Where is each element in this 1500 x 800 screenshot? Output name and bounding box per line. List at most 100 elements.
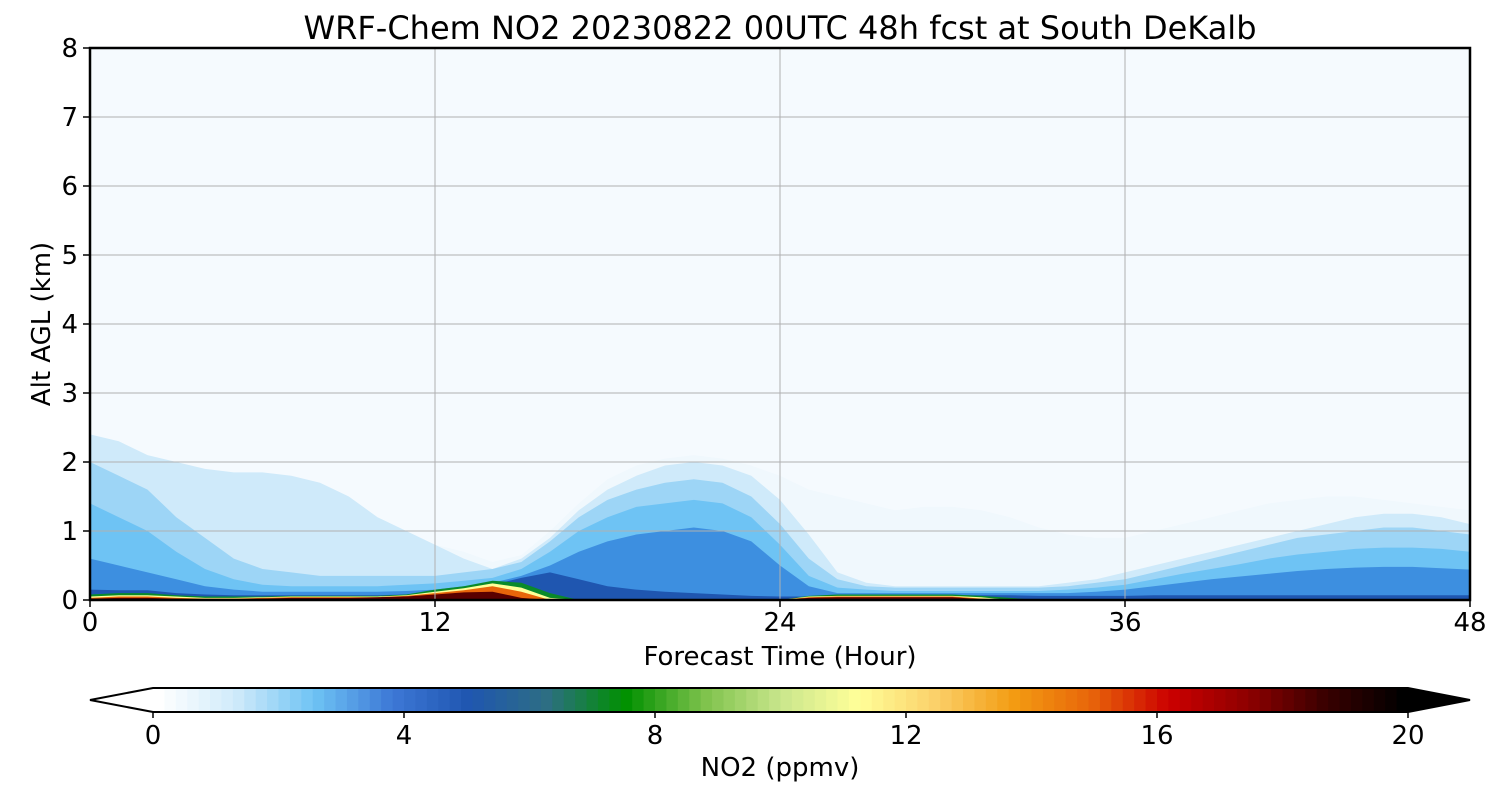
colorbar-segment <box>1396 688 1409 712</box>
colorbar-segment <box>426 688 439 712</box>
colorbar-segment <box>803 688 816 712</box>
colorbar-segment <box>860 688 873 712</box>
colorbar-segment <box>506 688 519 712</box>
colorbar-segment <box>757 688 770 712</box>
colorbar-segment <box>346 688 359 712</box>
colorbar-segment <box>255 688 268 712</box>
y-tick-label: 6 <box>61 172 78 202</box>
colorbar-segment <box>1191 688 1204 712</box>
colorbar-segment <box>175 688 188 712</box>
colorbar-segment <box>746 688 759 712</box>
colorbar-segment <box>381 688 394 712</box>
colorbar-segment <box>1362 688 1375 712</box>
colorbar-segment <box>928 688 941 712</box>
colorbar-segment <box>643 688 656 712</box>
colorbar-segment <box>438 688 451 712</box>
colorbar-segment <box>1305 688 1318 712</box>
colorbar-segment <box>369 688 382 712</box>
colorbar-tick-label: 12 <box>889 721 922 751</box>
x-tick-label: 12 <box>418 608 451 638</box>
colorbar-segment <box>1248 688 1261 712</box>
x-tick-label: 24 <box>763 608 796 638</box>
colorbar-segment <box>301 688 314 712</box>
colorbar-segment <box>1350 688 1363 712</box>
colorbar-segment <box>1214 688 1227 712</box>
y-tick-label: 4 <box>61 310 78 340</box>
colorbar-segment <box>472 688 485 712</box>
colorbar-tick-label: 4 <box>396 721 413 751</box>
colorbar-segment <box>461 688 474 712</box>
colorbar-segment <box>677 688 690 712</box>
y-tick-label: 5 <box>61 241 78 271</box>
colorbar-segment <box>495 688 508 712</box>
colorbar-segment <box>1122 688 1135 712</box>
colorbar-segment <box>985 688 998 712</box>
colorbar-segment <box>324 688 337 712</box>
colorbar-segment <box>997 688 1010 712</box>
colorbar-segment <box>620 688 633 712</box>
colorbar-segment <box>312 688 325 712</box>
y-axis: 0 1 2 3 4 5 6 7 8 <box>61 34 90 616</box>
colorbar-segment <box>917 688 930 712</box>
colorbar-segment <box>1145 688 1158 712</box>
colorbar-segment <box>1157 688 1170 712</box>
colorbar-segment <box>791 688 804 712</box>
colorbar-segment <box>1259 688 1272 712</box>
colorbar-segment <box>689 688 702 712</box>
colorbar-segment <box>289 688 302 712</box>
y-axis-label: Alt AGL (km) <box>27 242 57 406</box>
colorbar-segment <box>1008 688 1021 712</box>
colorbar-segment <box>1202 688 1215 712</box>
x-axis-label: Forecast Time (Hour) <box>643 642 916 672</box>
y-tick-label: 8 <box>61 34 78 64</box>
y-tick-label: 1 <box>61 517 78 547</box>
colorbar-segment <box>232 688 245 712</box>
colorbar-tick-label: 8 <box>647 721 664 751</box>
colorbar <box>89 687 1471 713</box>
colorbar-segment <box>894 688 907 712</box>
colorbar-segment <box>1339 688 1352 712</box>
colorbar-segment <box>848 688 861 712</box>
colorbar-segment <box>1179 688 1192 712</box>
colorbar-segment <box>358 688 371 712</box>
colorbar-segment <box>655 688 668 712</box>
colorbar-segment <box>906 688 919 712</box>
colorbar-segment <box>187 688 200 712</box>
colorbar-segment <box>609 688 622 712</box>
colorbar-segment <box>267 688 280 712</box>
colorbar-segment <box>586 688 599 712</box>
colorbar-segment <box>1282 688 1295 712</box>
colorbar-segment <box>540 688 553 712</box>
colorbar-segment <box>700 688 713 712</box>
colorbar-segment <box>769 688 782 712</box>
x-tick-label: 36 <box>1108 608 1141 638</box>
y-tick-label: 2 <box>61 448 78 478</box>
colorbar-segment <box>1225 688 1238 712</box>
colorbar-ticks: 0 4 8 12 16 20 <box>145 712 1425 751</box>
colorbar-segment <box>1077 688 1090 712</box>
colorbar-segment <box>883 688 896 712</box>
y-tick-label: 7 <box>61 103 78 133</box>
colorbar-segment <box>552 688 565 712</box>
colorbar-tick-label: 16 <box>1140 721 1173 751</box>
colorbar-segment <box>826 688 839 712</box>
colorbar-segment <box>1042 688 1055 712</box>
colorbar-segment <box>278 688 291 712</box>
colorbar-segment <box>1031 688 1044 712</box>
y-tick-label: 3 <box>61 379 78 409</box>
colorbar-segment <box>1099 688 1112 712</box>
colorbar-segment <box>198 688 211 712</box>
colorbar-segment <box>164 688 177 712</box>
colorbar-segment <box>1271 688 1284 712</box>
y-tick-label: 0 <box>61 586 78 616</box>
colorbar-segment <box>563 688 576 712</box>
colorbar-segment <box>529 688 542 712</box>
colorbar-segment <box>449 688 462 712</box>
colorbar-segment <box>404 688 417 712</box>
colorbar-segment <box>1236 688 1249 712</box>
colorbar-segment <box>837 688 850 712</box>
colorbar-extend-low <box>90 688 153 712</box>
colorbar-segment <box>963 688 976 712</box>
colorbar-segment <box>244 688 257 712</box>
colorbar-segment <box>1385 688 1398 712</box>
